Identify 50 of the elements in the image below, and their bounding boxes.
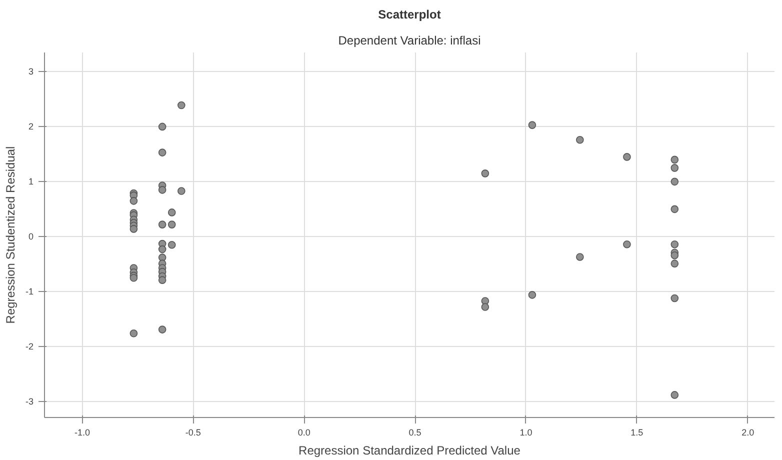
x-tick-label: -1.0	[74, 428, 90, 438]
y-tick-label: -1	[26, 286, 34, 297]
point	[670, 294, 679, 302]
point	[670, 251, 679, 260]
point	[130, 197, 138, 205]
point	[670, 164, 679, 172]
point	[168, 220, 176, 228]
y-axis-title: Regression Studentized Residual	[4, 146, 18, 324]
point	[158, 148, 166, 156]
x-axis-title: Regression Standardized Predicted Value	[298, 444, 521, 458]
y-tick-label: 2	[28, 122, 34, 132]
point	[158, 276, 166, 284]
point	[178, 187, 186, 195]
y-tick-label: 3	[28, 66, 34, 77]
y-tick-label: 0	[28, 232, 34, 242]
y-tick-label: 1	[28, 176, 34, 187]
point	[623, 153, 631, 161]
point	[130, 225, 138, 233]
point	[481, 170, 490, 178]
point	[178, 101, 186, 110]
point	[168, 208, 176, 216]
x-tick-label: 0.0	[298, 428, 310, 438]
point	[576, 253, 584, 261]
point	[670, 260, 679, 268]
point	[130, 330, 138, 338]
x-tick-label: 0.5	[408, 428, 422, 438]
point	[670, 205, 679, 214]
point	[158, 326, 166, 334]
point	[670, 178, 679, 186]
x-tick-label: 1.5	[630, 428, 644, 438]
point	[158, 122, 166, 131]
y-tick-label: -3	[26, 396, 34, 407]
point	[576, 136, 584, 144]
point	[623, 240, 631, 248]
x-tick-label: -0.5	[185, 428, 201, 438]
chart-title: Scatterplot	[378, 8, 441, 22]
chart-subtitle: Dependent Variable: inflasi	[338, 34, 481, 48]
point	[158, 186, 166, 194]
point	[528, 291, 536, 299]
point	[158, 220, 166, 228]
point	[670, 240, 679, 248]
point	[168, 241, 176, 249]
point	[670, 391, 679, 399]
point	[528, 121, 536, 129]
point	[158, 245, 166, 254]
x-tick-label: 1.0	[520, 428, 532, 438]
point	[670, 156, 679, 164]
y-tick-label: -2	[26, 342, 34, 352]
point	[481, 303, 490, 311]
x-tick-label: 2.0	[742, 428, 754, 438]
